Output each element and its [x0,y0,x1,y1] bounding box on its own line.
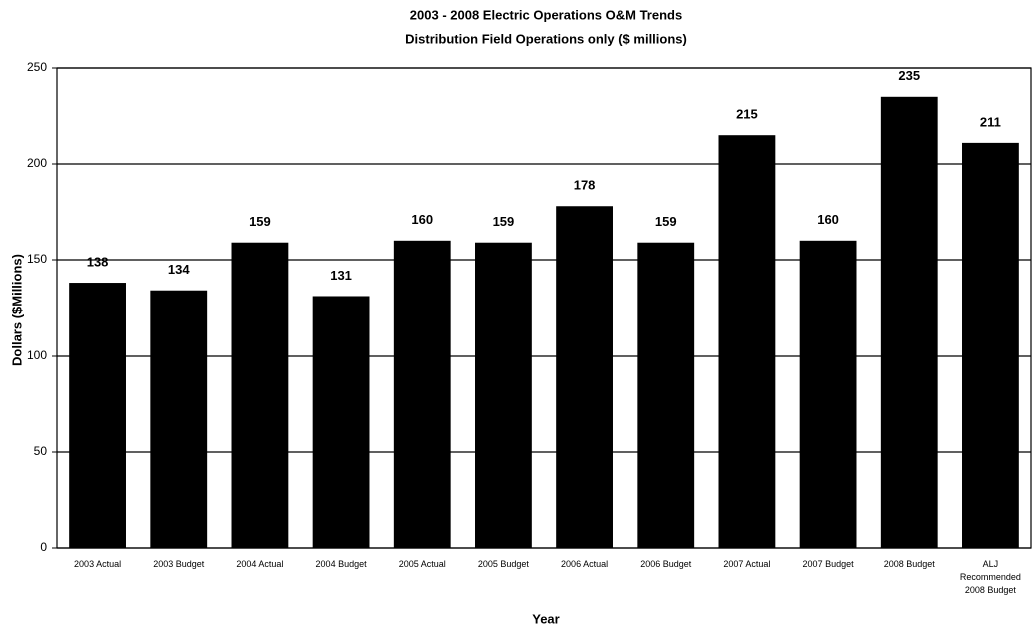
data-label: 235 [898,68,920,83]
bar [718,135,776,548]
x-tick-label: 2003 Actual [74,559,122,569]
data-label: 134 [168,262,190,277]
bar [962,142,1019,548]
bar [231,242,289,548]
data-label: 178 [574,178,596,193]
data-label: 215 [736,107,758,122]
x-tick-label: 2004 Budget [315,559,367,569]
chart-subtitle: Distribution Field Operations only ($ mi… [405,31,687,46]
x-tick-label: 2007 Budget [802,559,854,569]
x-tick-label: 2003 Budget [153,559,205,569]
data-label: 159 [493,214,515,229]
y-tick-label: 0 [40,540,47,554]
x-tick-label: 2007 Actual [723,559,771,569]
data-label: 138 [87,254,109,269]
bar [475,242,532,548]
bar [312,296,370,548]
plot-border [56,67,1032,549]
x-tick-label: 2005 Actual [398,559,446,569]
bar [150,290,208,548]
data-label: 131 [330,268,352,283]
bar [556,206,613,549]
x-tick-label: 2006 Budget [640,559,692,569]
bar [69,283,126,548]
bar [880,96,938,549]
bar [393,240,451,549]
chart-title: 2003 - 2008 Electric Operations O&M Tren… [410,7,682,22]
bar [799,240,857,549]
data-label: 159 [249,214,271,229]
x-tick-label: 2005 Budget [477,559,529,569]
x-axis-label: Year [532,611,559,626]
x-tick-label: 2004 Actual [236,559,284,569]
data-label: 211 [980,114,1001,129]
y-tick-label: 150 [27,252,47,266]
y-axis-label: Dollars ($Millions) [9,254,24,366]
x-tick-label: 2006 Actual [561,559,609,569]
y-tick-label: 250 [27,60,47,74]
data-label: 159 [655,214,677,229]
data-label: 160 [411,212,433,227]
bar [637,242,695,548]
x-tick-label: 2008 Budget [883,559,935,569]
y-tick-label: 50 [34,444,48,458]
y-tick-label: 100 [27,348,47,362]
data-label: 160 [817,212,839,227]
x-tick-label: ALJ Recommended 2008 Budget [959,559,1021,595]
y-tick-label: 200 [27,156,47,170]
